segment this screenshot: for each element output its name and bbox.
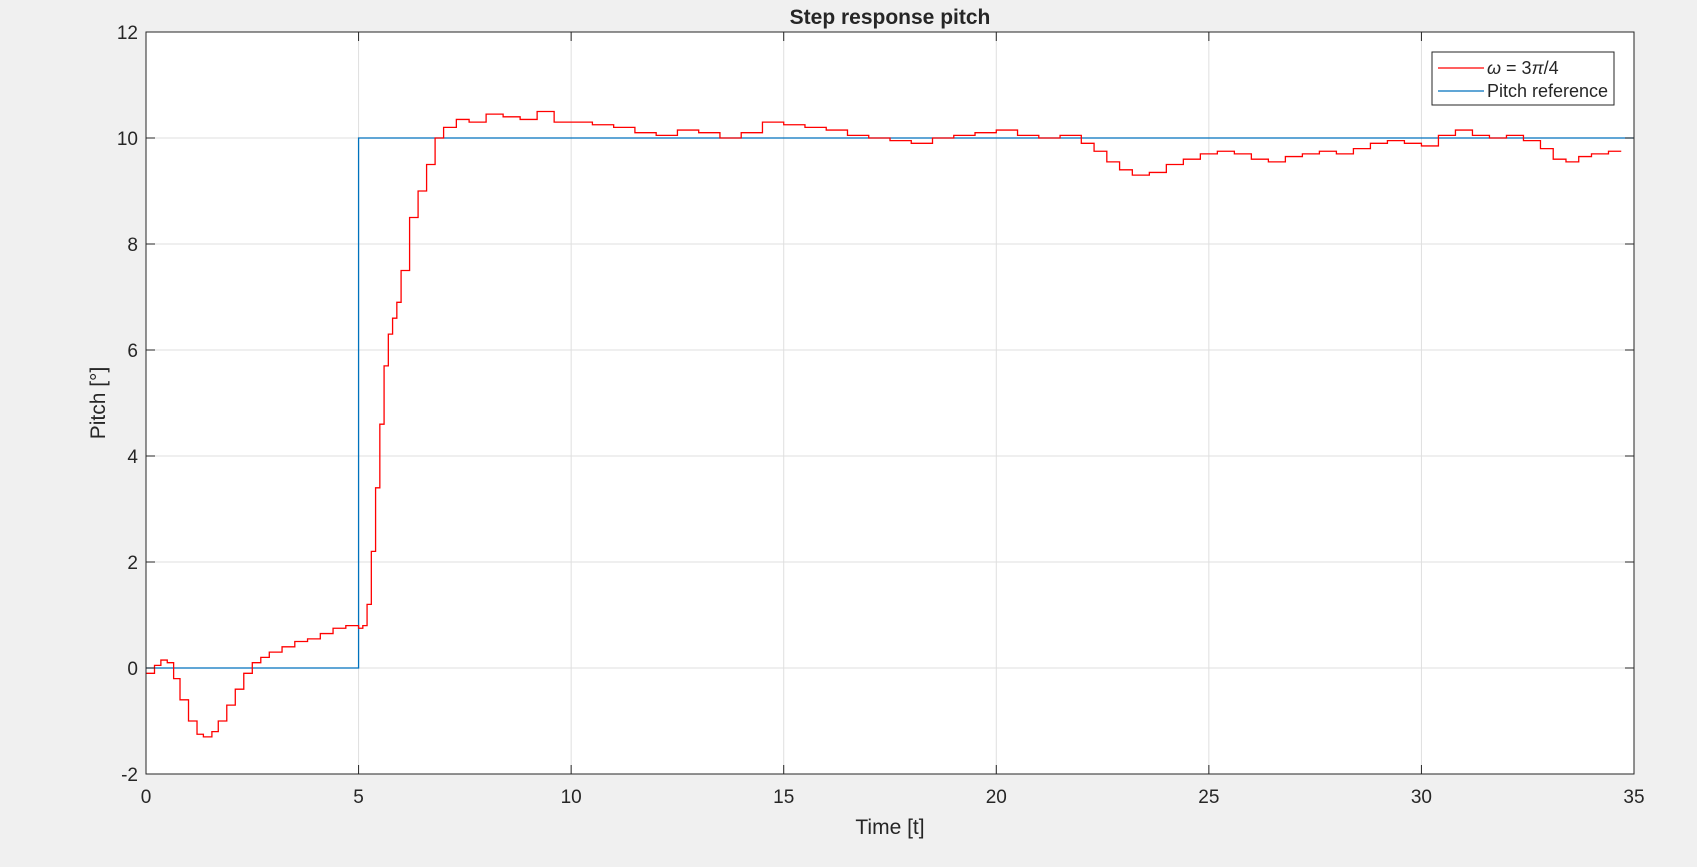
x-tick-label-20: 20 bbox=[986, 787, 1007, 808]
x-tick-label-5: 5 bbox=[353, 787, 364, 808]
chart-title: Step response pitch bbox=[790, 6, 991, 29]
y-tick-label-4: 4 bbox=[127, 447, 138, 468]
y-tick-label-10: 10 bbox=[117, 129, 138, 150]
x-tick-label-15: 15 bbox=[773, 787, 794, 808]
y-tick-label--2: -2 bbox=[121, 765, 138, 786]
y-tick-label-6: 6 bbox=[127, 341, 138, 362]
y-tick-label-8: 8 bbox=[127, 235, 138, 256]
y-tick-label-2: 2 bbox=[127, 553, 138, 574]
series-line-1 bbox=[146, 110, 1622, 738]
x-tick-label-10: 10 bbox=[561, 787, 582, 808]
tick-marks bbox=[145, 31, 1635, 775]
x-tick-label-0: 0 bbox=[141, 787, 152, 808]
legend-label-series-1: ω = 3π/4 bbox=[1487, 58, 1559, 78]
x-tick-label-30: 30 bbox=[1411, 787, 1432, 808]
y-tick-label-12: 12 bbox=[117, 23, 138, 44]
x-tick-label-25: 25 bbox=[1198, 787, 1219, 808]
series-layer bbox=[146, 110, 1634, 738]
legend-box bbox=[1431, 51, 1615, 106]
y-axis-label: Pitch [°] bbox=[87, 367, 110, 440]
legend: ω = 3π/4 Pitch reference bbox=[1431, 51, 1615, 106]
y-tick-label-0: 0 bbox=[127, 659, 138, 680]
axes-box bbox=[145, 31, 1635, 775]
legend-label-series-2: Pitch reference bbox=[1487, 81, 1608, 101]
plot-area bbox=[146, 32, 1634, 774]
x-axis-label: Time [t] bbox=[855, 816, 924, 839]
x-tick-label-35: 35 bbox=[1623, 787, 1644, 808]
